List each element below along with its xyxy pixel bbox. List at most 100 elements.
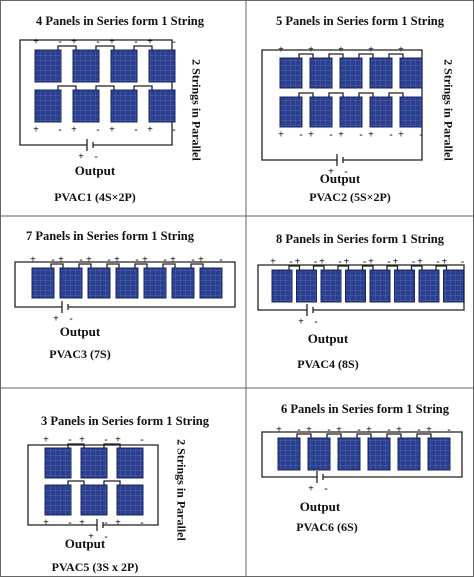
sign: + (86, 254, 92, 265)
caption: PVAC6 (6S) (296, 520, 357, 534)
sign: + (319, 256, 325, 267)
pv-panel (110, 89, 138, 123)
pv-panel (279, 57, 303, 89)
sign: - (357, 424, 360, 435)
sign: + (79, 517, 85, 528)
sign: + (71, 36, 77, 47)
sign: - (172, 36, 175, 47)
sign: + (336, 424, 342, 435)
wire (416, 433, 432, 438)
sign: - (419, 44, 422, 55)
pv-panel (34, 49, 62, 83)
wire (356, 433, 372, 438)
sign: + (398, 129, 404, 140)
pv-panel (72, 49, 100, 83)
sign: - (314, 316, 317, 327)
sign: + (71, 124, 77, 135)
wire (326, 433, 342, 438)
sign: + (368, 44, 374, 55)
wire (14, 261, 236, 308)
sign: - (51, 254, 54, 265)
wire (388, 92, 404, 97)
wire (103, 443, 121, 448)
sign: - (96, 36, 99, 47)
wire (133, 45, 153, 50)
pv-panel (339, 57, 363, 89)
side-label: 2 Strings in Parallel (189, 59, 203, 161)
cell-title: 5 Panels in Series form 1 String (276, 14, 445, 28)
sign: + (295, 256, 301, 267)
wire (312, 265, 325, 270)
wire (298, 92, 314, 97)
sign: - (389, 129, 392, 140)
wire (50, 263, 64, 268)
sign: - (289, 256, 292, 267)
sign: + (79, 434, 85, 445)
sign: + (398, 44, 404, 55)
sign: + (308, 129, 314, 140)
sign: + (278, 129, 284, 140)
sign: + (170, 254, 176, 265)
pv-panel (148, 89, 176, 123)
sign: - (58, 124, 61, 135)
pv-panel (80, 447, 108, 479)
sign: + (278, 44, 284, 55)
sign: + (270, 256, 276, 267)
wire (133, 85, 153, 90)
wire (67, 443, 85, 448)
sign: + (30, 254, 36, 265)
pv-panel (307, 437, 331, 471)
sign: - (69, 313, 72, 324)
output-label: Output (65, 536, 106, 551)
wire (261, 49, 423, 161)
sign: - (329, 129, 332, 140)
sign: - (419, 129, 422, 140)
sign: + (33, 36, 39, 47)
sign: + (115, 517, 121, 528)
wire (103, 480, 121, 485)
sign: + (338, 129, 344, 140)
wire (328, 53, 344, 58)
output-label: Output (75, 163, 116, 178)
wire (288, 265, 301, 270)
sign: + (393, 256, 399, 267)
wire (257, 264, 465, 311)
pv-panel (369, 269, 391, 303)
sign: - (387, 424, 390, 435)
pv-panel (369, 96, 393, 128)
sign: - (134, 36, 137, 47)
pv-panel (116, 484, 144, 516)
pv-panel (148, 49, 176, 83)
sign: + (366, 424, 372, 435)
sign: - (359, 129, 362, 140)
pv-panel (31, 267, 55, 299)
pv-panel (399, 96, 423, 128)
wire (57, 85, 77, 90)
cell-title: 8 Panels in Series form 1 String (276, 232, 445, 246)
sign: + (109, 36, 115, 47)
sign: - (359, 44, 362, 55)
sign: - (417, 424, 420, 435)
sign: + (308, 44, 314, 55)
sign: - (436, 256, 439, 267)
output-label: Output (60, 324, 101, 339)
sign: + (53, 313, 59, 324)
sign: + (198, 254, 204, 265)
pv-panel (320, 269, 342, 303)
sign: - (104, 531, 107, 542)
sign: - (68, 434, 71, 445)
sign: - (344, 166, 347, 177)
wire (67, 480, 85, 485)
sign: - (107, 254, 110, 265)
sign: + (276, 424, 282, 435)
pv-panel (345, 269, 366, 303)
sign: - (299, 44, 302, 55)
pv-panel (418, 269, 440, 303)
sign: - (140, 434, 143, 445)
sign: + (43, 434, 49, 445)
sign: + (306, 424, 312, 435)
wire (95, 85, 115, 90)
pv-panel (277, 437, 301, 471)
sign: + (368, 256, 374, 267)
